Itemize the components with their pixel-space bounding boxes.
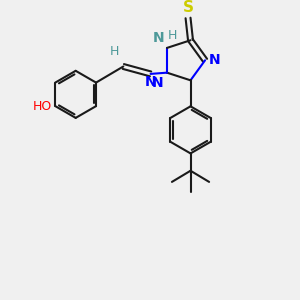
Text: N: N (145, 75, 156, 89)
Text: N: N (153, 32, 164, 45)
Text: N: N (152, 76, 163, 90)
Text: HO: HO (32, 100, 52, 112)
Text: S: S (182, 0, 194, 15)
Text: H: H (168, 29, 178, 42)
Text: N: N (209, 53, 220, 67)
Text: H: H (110, 45, 119, 58)
